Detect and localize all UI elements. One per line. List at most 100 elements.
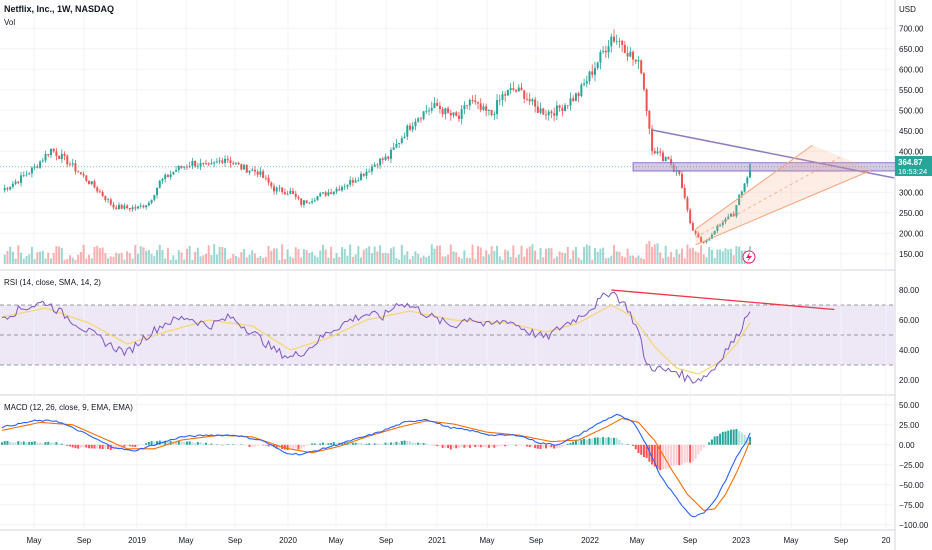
last-price: 364.87	[898, 158, 923, 167]
macd-histogram-bar	[719, 433, 722, 445]
macd-histogram-bar	[735, 428, 738, 445]
candle-body	[626, 53, 629, 57]
macd-histogram-bar	[88, 444, 91, 449]
volume-bar	[346, 255, 349, 264]
volume-bar	[360, 257, 363, 264]
candle-body	[705, 240, 708, 243]
candle-body	[727, 216, 730, 219]
volume-bar	[452, 251, 455, 264]
candle-body	[542, 108, 545, 115]
macd-histogram-bar	[564, 444, 567, 446]
candle-body	[428, 110, 431, 112]
macd-histogram-bar	[588, 438, 591, 445]
macd-histogram-bar	[656, 444, 659, 470]
candle-body	[716, 225, 719, 231]
volume-bar	[580, 259, 583, 264]
macd-histogram-bar	[98, 444, 101, 449]
macd-histogram-bar	[313, 443, 316, 445]
volume-bar	[419, 257, 422, 264]
macd-histogram-bar	[25, 442, 28, 445]
candle-body	[302, 200, 305, 205]
price-tick-label: 300.00	[899, 188, 924, 197]
volume-bar	[253, 253, 256, 264]
candle-body	[642, 73, 645, 90]
volume-bar	[335, 253, 338, 264]
volume-bar	[460, 258, 463, 264]
macd-histogram-bar	[430, 444, 433, 446]
candle-body	[300, 198, 303, 205]
macd-histogram-bar	[602, 437, 605, 445]
volume-bar	[466, 257, 469, 264]
volume-bar	[183, 259, 186, 264]
macd-histogram-bar	[104, 444, 107, 449]
rsi-line	[1, 291, 751, 384]
macd-histogram-bar	[477, 444, 479, 447]
macd-histogram-bar	[226, 444, 229, 445]
candle-body	[740, 191, 743, 196]
macd-histogram-bar	[205, 442, 207, 445]
candle-body	[120, 204, 123, 209]
macd-histogram-bar	[740, 432, 743, 445]
macd-histogram-bar	[354, 442, 357, 445]
candle-body	[180, 166, 183, 168]
candle-body	[411, 126, 414, 130]
macd-histogram-bar	[591, 438, 594, 445]
volume-bar	[515, 257, 518, 264]
candle-body	[134, 207, 137, 209]
volume-bar	[713, 258, 716, 264]
candle-body	[47, 154, 50, 156]
macd-histogram-bar	[202, 443, 205, 445]
time-tick-label: Sep	[379, 536, 394, 545]
candle-body	[28, 173, 31, 175]
macd-histogram-bar	[634, 444, 637, 450]
macd-histogram-bar	[398, 442, 401, 445]
volume-bar	[145, 250, 148, 264]
candle-body	[629, 51, 632, 57]
candle-body	[648, 111, 651, 129]
macd-histogram-bar	[626, 444, 629, 445]
candle-body	[17, 181, 20, 183]
macd-histogram-bar	[490, 444, 493, 448]
macd-histogram-bar	[215, 444, 218, 445]
macd-histogram-bar	[520, 444, 523, 446]
volume-bar	[547, 248, 550, 264]
price-tick-label: 200.00	[899, 229, 924, 238]
macd-histogram-bar	[166, 441, 169, 445]
time-tick-label: May	[328, 536, 343, 545]
volume-bar	[131, 258, 134, 264]
macd-histogram-bar	[411, 442, 414, 445]
macd-histogram-bar	[338, 442, 341, 445]
volume-bar	[629, 255, 632, 264]
candle-body	[74, 163, 77, 172]
price-tick-label: 600.00	[899, 65, 924, 74]
macd-histogram-bar	[264, 444, 267, 446]
candle-body	[387, 156, 390, 159]
candle-body	[512, 88, 515, 90]
volume-bar	[20, 252, 23, 264]
volume-bar	[670, 252, 673, 264]
volume-bar	[591, 259, 594, 264]
candle-body	[487, 110, 490, 111]
volume-bar	[25, 256, 28, 264]
macd-histogram-bar	[648, 444, 651, 462]
volume-bar	[694, 251, 697, 264]
macd-histogram-bar	[126, 444, 129, 446]
macd-tick-label: 50.00	[899, 401, 920, 410]
candle-body	[311, 201, 314, 203]
volume-bar	[316, 257, 319, 264]
lightning-icon[interactable]	[742, 250, 756, 264]
candle-body	[71, 163, 74, 165]
volume-bar	[602, 247, 605, 264]
macd-histogram-bar	[210, 443, 213, 445]
volume-bar	[710, 249, 713, 264]
macd-histogram-bar	[618, 440, 621, 445]
volume-bar	[735, 246, 738, 264]
candle-body	[273, 186, 275, 192]
volume-bar	[90, 258, 93, 264]
candle-body	[577, 93, 580, 97]
macd-histogram-bar	[414, 442, 417, 445]
candle-body	[321, 192, 324, 194]
volume-bar	[686, 244, 689, 264]
macd-histogram-bar	[14, 442, 17, 445]
